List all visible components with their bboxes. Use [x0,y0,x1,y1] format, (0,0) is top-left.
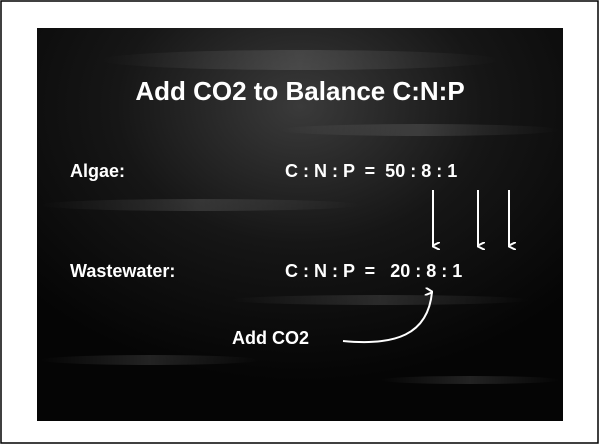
row-label: Wastewater: [70,261,175,281]
slide-frame: Add CO2 to Balance C:N:P Algae: C : N : … [0,0,600,445]
ratio: C : N : P = 50 : 8 : 1 [285,161,457,181]
annotation: Add CO2 [232,328,309,348]
ratio: C : N : P = 20 : 8 : 1 [285,261,462,281]
slide-title: Add CO2 to Balance C:N:P [135,76,464,106]
row-label: Algae: [70,161,125,181]
